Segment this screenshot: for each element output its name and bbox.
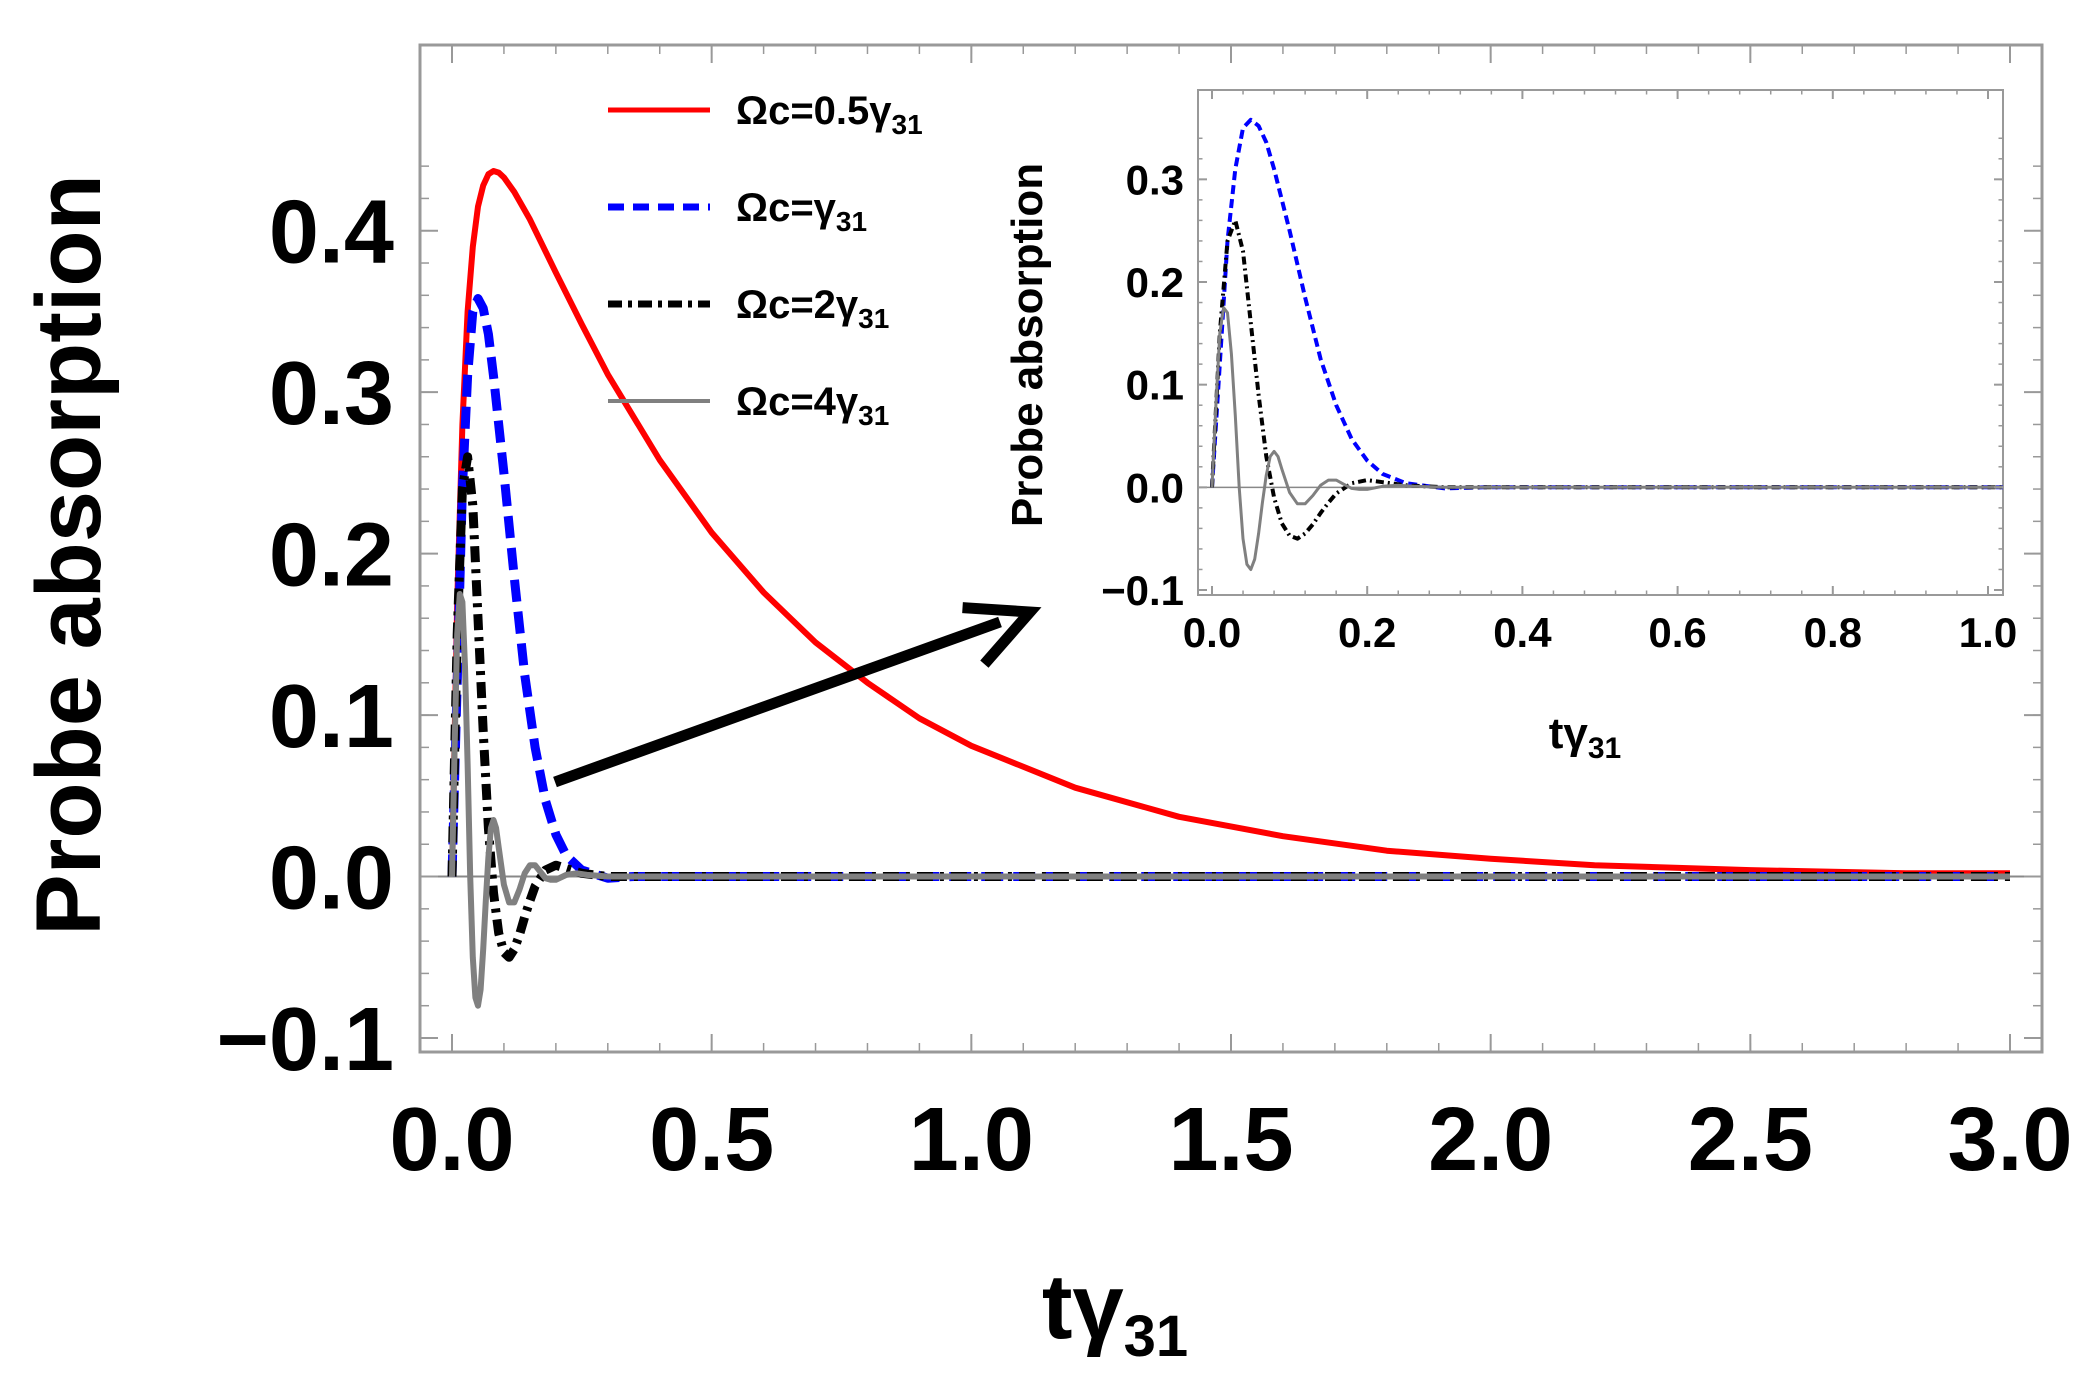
inset-y-tick-label: −0.1 [1101,567,1184,614]
legend-label-3: Ωc=4γ31 [736,380,889,431]
main-x-tick-label: 3.0 [1947,1090,2072,1190]
main-y-axis-label: Probe absorption [18,174,120,936]
main-y-tick-label: 0.3 [269,344,394,444]
inset-x-tick-label: 1.0 [1959,609,2017,656]
main-x-tick-label: 1.0 [909,1090,1034,1190]
main-x-axis-label: tγ31 [1042,1256,1188,1369]
inset-y-axis-label: Probe absorption [1003,163,1052,527]
inset-series-line-2 [1210,306,2003,571]
main-y-tick-label: 0.2 [269,506,394,606]
main-x-tick-label: 1.5 [1168,1090,1293,1190]
inset-x-tick-label: 0.0 [1183,609,1241,656]
inset-y-tick-label: 0.3 [1126,156,1184,203]
main-y-tick-label: −0.1 [216,990,394,1090]
inset-y-tick-label: 0.0 [1126,464,1184,511]
main-x-tick-label: 2.5 [1688,1090,1813,1190]
legend-label-0: Ωc=0.5γ31 [736,89,923,140]
legend-label-2: Ωc=2γ31 [736,283,889,334]
inset-y-tick-label: 0.2 [1126,259,1184,306]
main-y-tick-label: 0.4 [269,183,394,283]
inset-plot-frame [1197,89,2004,596]
legend-label-1: Ωc=γ31 [736,186,867,237]
inset-x-tick-label: 0.8 [1804,609,1862,656]
inset-arrow [553,602,1042,788]
main-x-tick-label: 0.0 [389,1090,514,1190]
inset-x-axis-label: tγ31 [1549,709,1622,765]
main-x-tick-label: 2.0 [1428,1090,1553,1190]
legend: Ωc=0.5γ31 Ωc=γ31 Ωc=2γ31 Ωc=4γ31 [608,89,923,431]
inset-x-tick-label: 0.2 [1338,609,1396,656]
inset-x-tick-label: 0.6 [1648,609,1706,656]
main-series-line-3 [449,591,2010,1009]
main-y-tick-label: 0.0 [269,829,394,929]
main-series-line-0 [449,168,2010,877]
main-y-tick-label: 0.1 [269,667,394,767]
inset-x-tick-label: 0.4 [1493,609,1552,656]
main-x-tick-label: 0.5 [649,1090,774,1190]
inset-background [1198,90,2003,595]
inset-y-tick-label: 0.1 [1126,362,1184,409]
